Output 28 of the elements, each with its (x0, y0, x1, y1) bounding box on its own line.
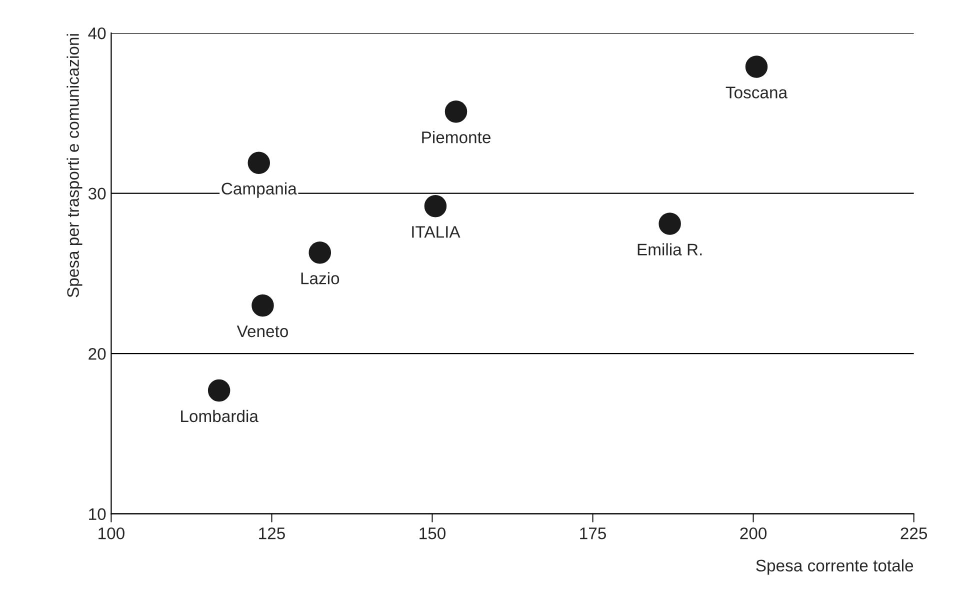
annotation: Toscana (726, 86, 788, 98)
x-tick-label: 175 (580, 528, 606, 540)
annotation: Piemonte (422, 131, 490, 144)
point (424, 195, 447, 218)
y-tick-label: 20 (88, 348, 106, 360)
annotation: Lazio (301, 272, 340, 284)
y-tick-label: 30 (88, 188, 106, 200)
point (745, 56, 768, 78)
x-tick-label: 100 (98, 527, 124, 540)
annotation: ITALIA (412, 226, 460, 238)
point (444, 100, 468, 123)
point (658, 212, 681, 235)
point (252, 294, 274, 317)
point (248, 152, 270, 174)
annotation: Campania (222, 182, 297, 198)
annotation: Lombardia (181, 410, 258, 422)
x-tick-label: 225 (900, 527, 928, 540)
x-tick-label: 150 (420, 527, 446, 540)
point (308, 241, 332, 264)
annotation: Veneto (236, 326, 288, 338)
x-tick-label: 200 (740, 527, 767, 540)
annotation: Emilia R. (638, 243, 702, 256)
y-axis-title: Spesa per trasporti e comunicazioni (66, 34, 82, 298)
point (208, 379, 230, 402)
x-tick-label: 125 (259, 527, 285, 540)
y-tick-label: 10 (89, 508, 106, 520)
x-axis-title: Spesa corrente totale (756, 559, 914, 575)
y-tick-label: 40 (88, 27, 106, 40)
